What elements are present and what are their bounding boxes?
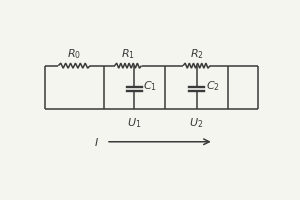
Text: $R_2$: $R_2$ xyxy=(190,47,203,61)
Text: $C_1$: $C_1$ xyxy=(143,79,158,93)
Text: $R_0$: $R_0$ xyxy=(67,47,81,61)
Text: $U_2$: $U_2$ xyxy=(189,116,204,130)
Text: $R_1$: $R_1$ xyxy=(121,47,135,61)
Text: $C_2$: $C_2$ xyxy=(206,79,220,93)
Text: $I$: $I$ xyxy=(94,136,99,148)
Text: $U_1$: $U_1$ xyxy=(127,116,141,130)
